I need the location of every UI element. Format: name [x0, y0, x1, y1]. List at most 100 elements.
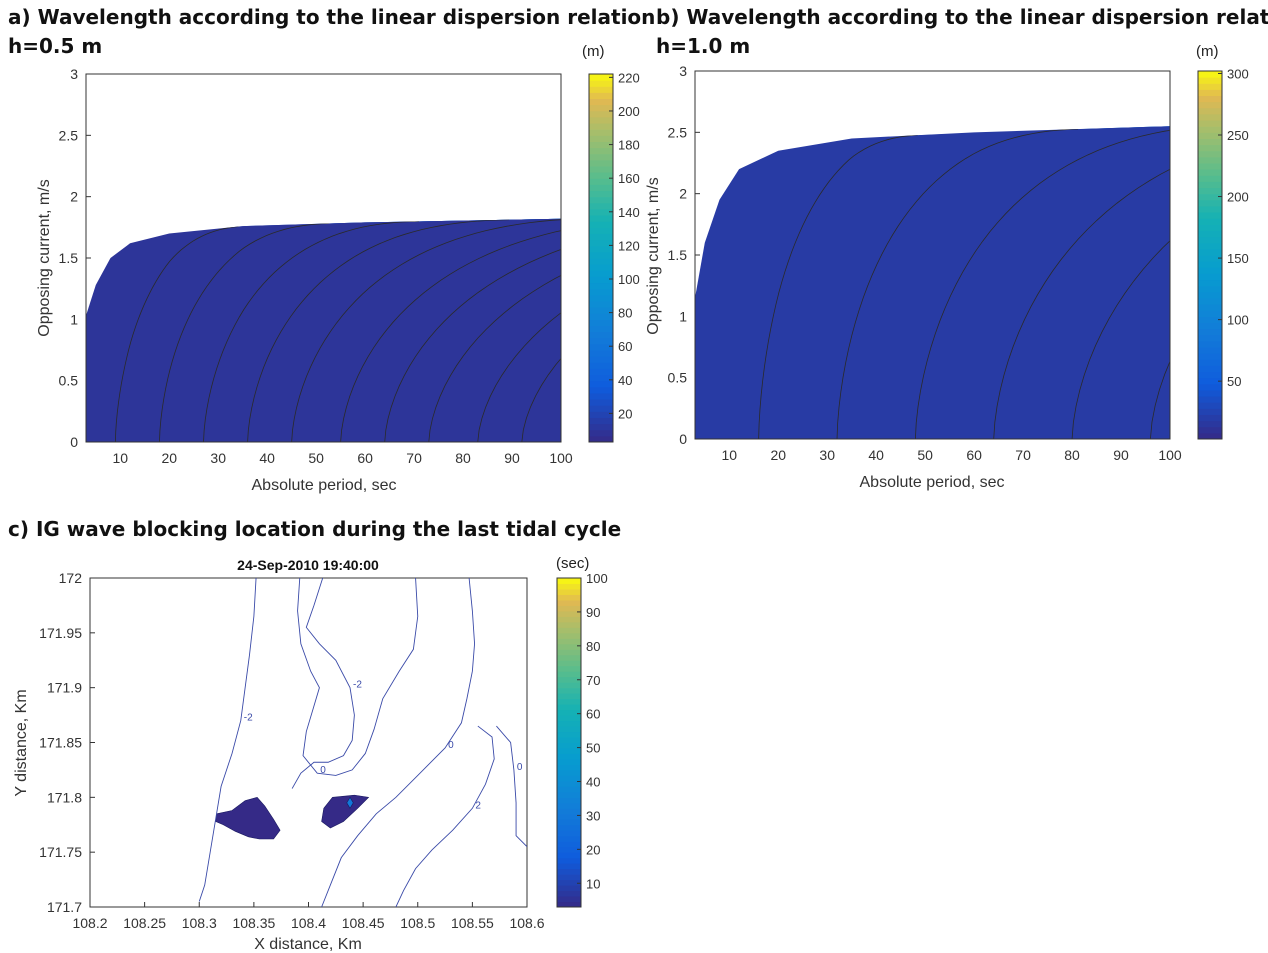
panel-a-colorbar-swatch	[589, 227, 613, 234]
panel-b-colorbar-swatch	[1198, 273, 1222, 281]
panel-c-colorbar-swatch	[557, 616, 581, 623]
panel-c-x-tick-label: 108.4	[291, 915, 326, 931]
panel-c-colorbar-tick-label: 10	[586, 876, 600, 891]
panel-a-colorbar-swatch	[589, 172, 613, 179]
panel-c-colorbar-tick-label: 90	[586, 605, 600, 620]
panel-a-colorbar-swatch	[589, 245, 613, 253]
panel-a-contour-line	[384, 218, 561, 442]
panel-a-colorbar-swatch	[589, 92, 613, 100]
panel-a-colorbar-swatch	[589, 356, 613, 363]
panel-c-colorbar-tick-label: 70	[586, 673, 600, 688]
panel-b: b) Wavelength according to the linear di…	[645, 5, 1268, 491]
panel-c-colorbar-swatch	[557, 901, 581, 908]
panel-a-colorbar-swatch	[589, 196, 613, 204]
panel-a-colorbar-frame	[588, 73, 614, 443]
panel-b-colorbar-swatch	[1198, 71, 1222, 78]
panel-b-x-axis-label: Absolute period, sec	[860, 474, 1005, 491]
panel-b-colorbar-tick-label: 300	[1227, 66, 1249, 81]
panel-a-colorbar-tick-label: 180	[618, 138, 640, 153]
panel-a-colorbar-swatch	[589, 86, 613, 93]
panel-a-x-tick-label: 10	[112, 450, 128, 466]
panel-a-colorbar-swatch	[589, 276, 613, 284]
panel-a-colorbar-swatch	[589, 153, 613, 161]
panel-c-y-axis-label: Y distance, Km	[13, 689, 30, 796]
panel-c-colorbar-swatch	[557, 578, 581, 584]
panel-b-x-tick-label: 60	[966, 447, 982, 463]
panel-c-colorbar-tick-label: 30	[586, 808, 600, 823]
bathymetry-contour	[321, 578, 476, 907]
panel-c-colorbar-swatch	[557, 841, 581, 848]
panel-b-x-tick-label: 70	[1015, 447, 1031, 463]
panel-a-x-tick-label: 90	[504, 450, 520, 466]
panel-b-contour-line	[914, 126, 1170, 439]
panel-a-colorbar-swatch	[589, 392, 613, 400]
panel-b-contour-line	[836, 128, 1079, 439]
panel-a-colorbar-tick-label: 60	[618, 339, 632, 354]
panel-b-colorbar-tick-label: 100	[1227, 313, 1249, 328]
bathymetry-contour-label: 0	[320, 765, 326, 776]
panel-c-colorbar-swatch	[557, 797, 581, 804]
panel-a-colorbar-tick-label: 140	[618, 205, 640, 220]
panel-c-x-tick-label: 108.6	[509, 915, 544, 931]
panel-a-colorbar-swatch	[589, 141, 613, 149]
panel-c-colorbar-swatch	[557, 863, 581, 870]
panel-a-colorbar-tick-label: 120	[618, 238, 640, 253]
panel-b-colorbar-frame	[1197, 70, 1223, 440]
panel-b-colorbar-swatch	[1198, 371, 1222, 379]
panel-b-colorbar-swatch	[1198, 340, 1222, 348]
panel-c-colorbar-swatch	[557, 896, 581, 903]
panel-a-colorbar-swatch	[589, 380, 613, 388]
panel-a-y-tick-label: 2	[70, 189, 78, 205]
panel-b-x-tick-label: 10	[721, 447, 737, 463]
panel-a-colorbar-swatch	[589, 110, 613, 118]
panel-a-wavelength-band	[86, 218, 561, 442]
panel-b-colorbar-swatch	[1198, 107, 1222, 115]
panel-a-colorbar-swatch	[589, 104, 613, 112]
panel-a-x-axis-label: Absolute period, sec	[252, 477, 397, 494]
panel-c-colorbar-swatch	[557, 627, 581, 634]
panel-c-colorbar-swatch	[557, 885, 581, 892]
panel-c-colorbar-swatch	[557, 726, 581, 733]
panel-a-colorbar-swatch	[589, 319, 613, 326]
panel-a-x-tick-label: 20	[161, 450, 177, 466]
panel-a-colorbar-swatch	[589, 166, 613, 173]
panel-c-colorbar-swatch	[557, 638, 581, 645]
bathymetry-contour	[395, 725, 495, 907]
panel-a-y-tick-label: 3	[70, 66, 78, 82]
panel-a-colorbar-swatch	[589, 270, 613, 277]
panel-b-y-axis-label: Opposing current, m/s	[645, 177, 662, 334]
panel-a-x-tick-label: 80	[455, 450, 471, 466]
panel-c-colorbar-swatch	[557, 693, 581, 700]
panel-a-colorbar-swatch	[589, 294, 613, 302]
panel-c-colorbar-swatch	[557, 879, 581, 886]
panel-b-contour-line	[1071, 126, 1170, 439]
panel-c-colorbar-swatch	[557, 852, 581, 859]
panel-b-colorbar-swatch	[1198, 181, 1222, 189]
panel-a-colorbar-swatch	[589, 135, 613, 142]
panel-a-colorbar-swatch	[589, 307, 613, 314]
panel-a-colorbar-swatch	[589, 386, 613, 394]
panel-b-colorbar-swatch	[1198, 126, 1222, 133]
panel-a-colorbar-tick-label: 40	[618, 373, 632, 388]
panel-a-colorbar-swatch	[589, 80, 613, 87]
panel-b-colorbar-swatch	[1198, 383, 1222, 391]
panel-c-x-tick-label: 108.2	[72, 915, 107, 931]
panel-a-colorbar-swatch	[589, 159, 613, 167]
panel-a-colorbar-swatch	[589, 202, 613, 210]
panel-c-colorbar-swatch	[557, 671, 581, 678]
panel-b-colorbar-swatch	[1198, 89, 1222, 97]
panel-a-colorbar-swatch	[589, 337, 613, 345]
panel-b-colorbar-swatch	[1198, 101, 1222, 109]
panel-c-colorbar-swatch	[557, 830, 581, 837]
panel-b-x-tick-label: 50	[917, 447, 933, 463]
panel-c-colorbar-swatch	[557, 824, 581, 831]
panel-a-x-tick-label: 60	[357, 450, 373, 466]
panel-c-y-tick-label: 171.9	[47, 680, 82, 696]
panel-b-subtitle: h=1.0 m	[656, 34, 750, 58]
blocking-region	[215, 796, 281, 840]
panel-a-colorbar-swatch	[589, 368, 613, 376]
panel-b-y-tick-label: 1.5	[668, 247, 688, 263]
panel-b-colorbar-swatch	[1198, 132, 1222, 139]
panel-b-colorbar-tick-label: 250	[1227, 128, 1249, 143]
panel-b-colorbar-swatch	[1198, 187, 1222, 195]
